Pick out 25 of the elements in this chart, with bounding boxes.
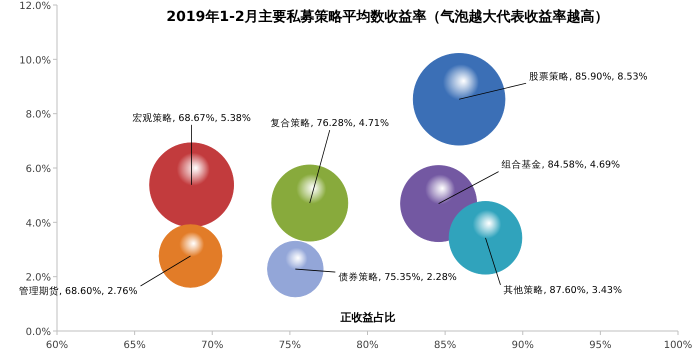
x-tick-label: 80%: [356, 340, 379, 351]
x-tick-label: 65%: [124, 340, 146, 351]
y-tick-label: 6.0%: [26, 164, 51, 175]
x-axis-title: 正收益占比: [340, 311, 396, 324]
y-tick-label: 10.0%: [19, 55, 51, 66]
x-tick-label: 75%: [278, 340, 301, 351]
data-label: 管理期货, 68.60%, 2.76%: [19, 285, 138, 298]
y-tick-label: 2.0%: [26, 272, 51, 284]
x-tick-label: 85%: [434, 340, 456, 351]
data-label: 债券策略, 75.35%, 2.28%: [338, 271, 457, 284]
x-tick-label: 90%: [512, 340, 534, 351]
x-tick-label: 60%: [46, 340, 68, 351]
chart-title: 2019年1-2月主要私募策略平均数收益率（气泡越大代表收益率越高）: [166, 8, 609, 25]
y-tick-label: 12.0%: [19, 1, 51, 12]
data-label: 宏观策略, 68.67%, 5.38%: [132, 112, 251, 124]
x-tick-label: 95%: [589, 340, 612, 351]
y-tick-label: 0.0%: [26, 327, 51, 338]
y-tick-label: 8.0%: [26, 110, 51, 121]
data-label: 组合基金, 84.58%, 4.69%: [502, 158, 620, 171]
x-tick-label: 100%: [664, 340, 692, 351]
x-tick-label: 70%: [201, 340, 224, 351]
data-label: 复合策略, 76.28%, 4.71%: [270, 117, 389, 130]
data-label: 其他策略, 87.60%, 3.43%: [503, 284, 622, 296]
data-label: 股票策略, 85.90%, 8.53%: [529, 70, 648, 82]
y-tick-label: 4.0%: [26, 218, 51, 230]
